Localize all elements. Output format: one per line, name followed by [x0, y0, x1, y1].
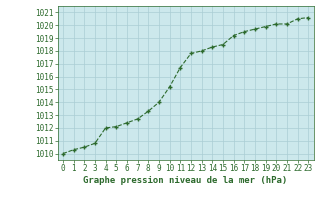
- X-axis label: Graphe pression niveau de la mer (hPa): Graphe pression niveau de la mer (hPa): [84, 176, 288, 185]
